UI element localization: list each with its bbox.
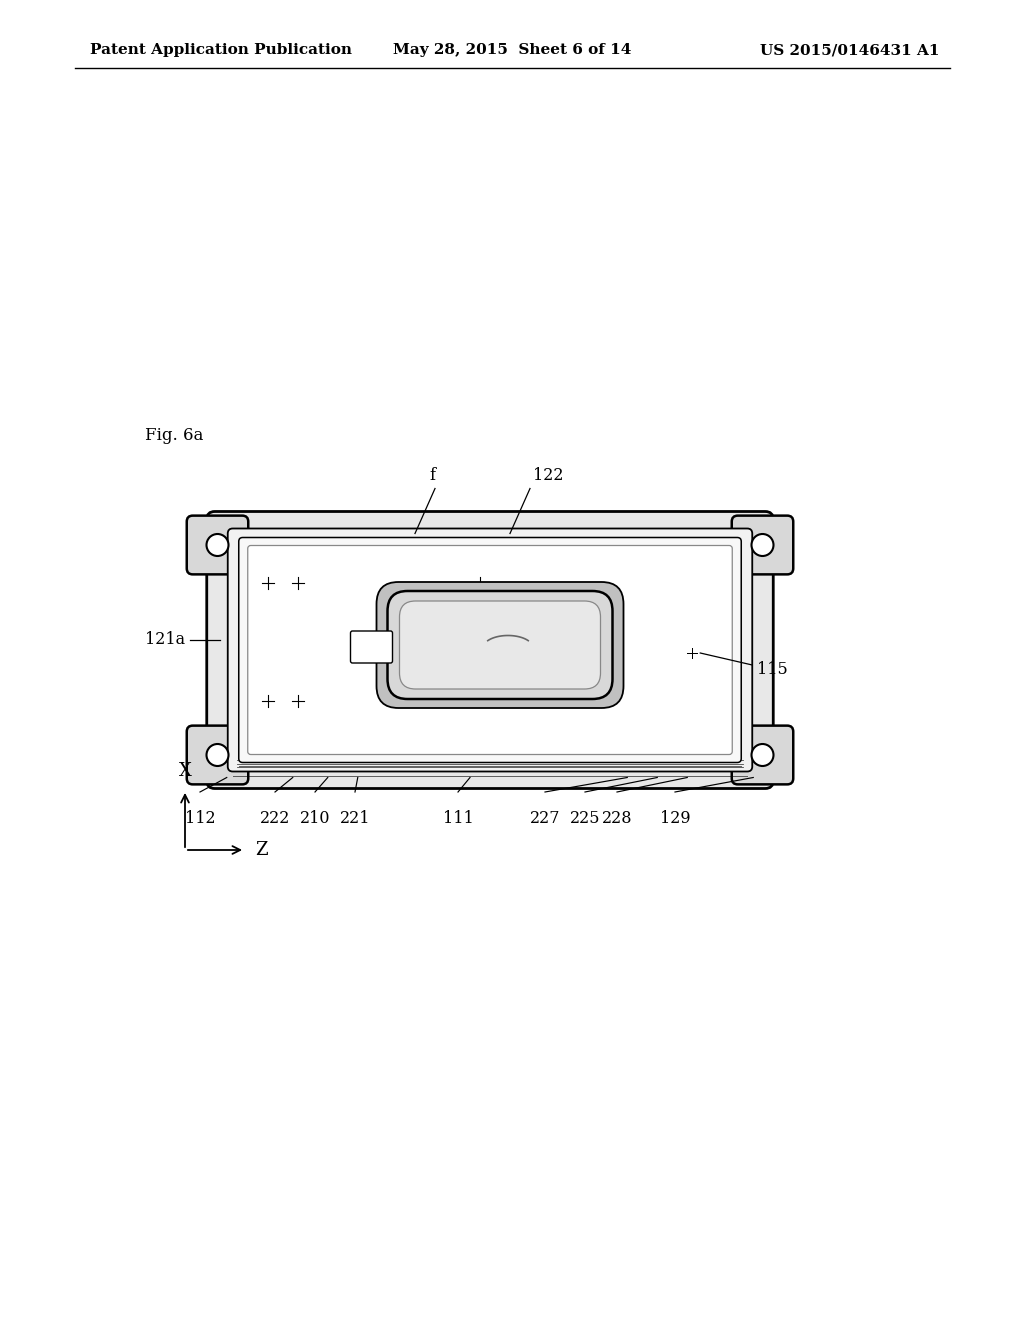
Text: 121a: 121a xyxy=(144,631,184,648)
Circle shape xyxy=(289,574,307,591)
Circle shape xyxy=(703,692,721,710)
Text: 221: 221 xyxy=(340,810,371,828)
Circle shape xyxy=(207,744,228,766)
Text: 228: 228 xyxy=(602,810,632,828)
FancyBboxPatch shape xyxy=(248,545,732,755)
Text: f: f xyxy=(429,466,435,483)
Circle shape xyxy=(752,535,773,556)
FancyBboxPatch shape xyxy=(350,631,392,663)
Text: 122: 122 xyxy=(532,466,563,483)
Circle shape xyxy=(256,657,269,672)
Text: X: X xyxy=(178,762,191,780)
Circle shape xyxy=(708,623,721,638)
Text: Patent Application Publication: Patent Application Publication xyxy=(90,44,352,57)
FancyBboxPatch shape xyxy=(732,726,794,784)
Circle shape xyxy=(669,574,686,591)
Text: 227: 227 xyxy=(529,810,560,828)
Circle shape xyxy=(329,574,347,591)
FancyBboxPatch shape xyxy=(186,726,248,784)
Text: 222: 222 xyxy=(260,810,290,828)
Text: 210: 210 xyxy=(300,810,331,828)
FancyBboxPatch shape xyxy=(377,582,624,708)
Text: May 28, 2015  Sheet 6 of 14: May 28, 2015 Sheet 6 of 14 xyxy=(393,44,631,57)
Circle shape xyxy=(289,692,307,710)
Circle shape xyxy=(752,744,773,766)
Text: 112: 112 xyxy=(184,810,215,828)
Circle shape xyxy=(207,535,228,556)
Circle shape xyxy=(708,660,721,675)
Text: 115: 115 xyxy=(758,661,788,678)
Circle shape xyxy=(684,645,700,661)
Circle shape xyxy=(471,574,489,591)
FancyBboxPatch shape xyxy=(399,601,600,689)
Circle shape xyxy=(259,692,276,710)
FancyBboxPatch shape xyxy=(207,511,773,788)
FancyBboxPatch shape xyxy=(239,537,741,763)
Circle shape xyxy=(259,574,276,591)
Circle shape xyxy=(669,692,686,710)
FancyBboxPatch shape xyxy=(186,516,248,574)
Text: Fig. 6a: Fig. 6a xyxy=(145,426,204,444)
Text: 111: 111 xyxy=(442,810,473,828)
FancyBboxPatch shape xyxy=(732,516,794,574)
Text: 129: 129 xyxy=(659,810,690,828)
Circle shape xyxy=(471,692,489,710)
FancyBboxPatch shape xyxy=(387,591,612,700)
Circle shape xyxy=(256,612,269,627)
FancyBboxPatch shape xyxy=(227,528,753,771)
Text: 225: 225 xyxy=(569,810,600,828)
Circle shape xyxy=(329,692,347,710)
Text: Z: Z xyxy=(255,841,267,859)
Text: US 2015/0146431 A1: US 2015/0146431 A1 xyxy=(761,44,940,57)
Circle shape xyxy=(703,574,721,591)
